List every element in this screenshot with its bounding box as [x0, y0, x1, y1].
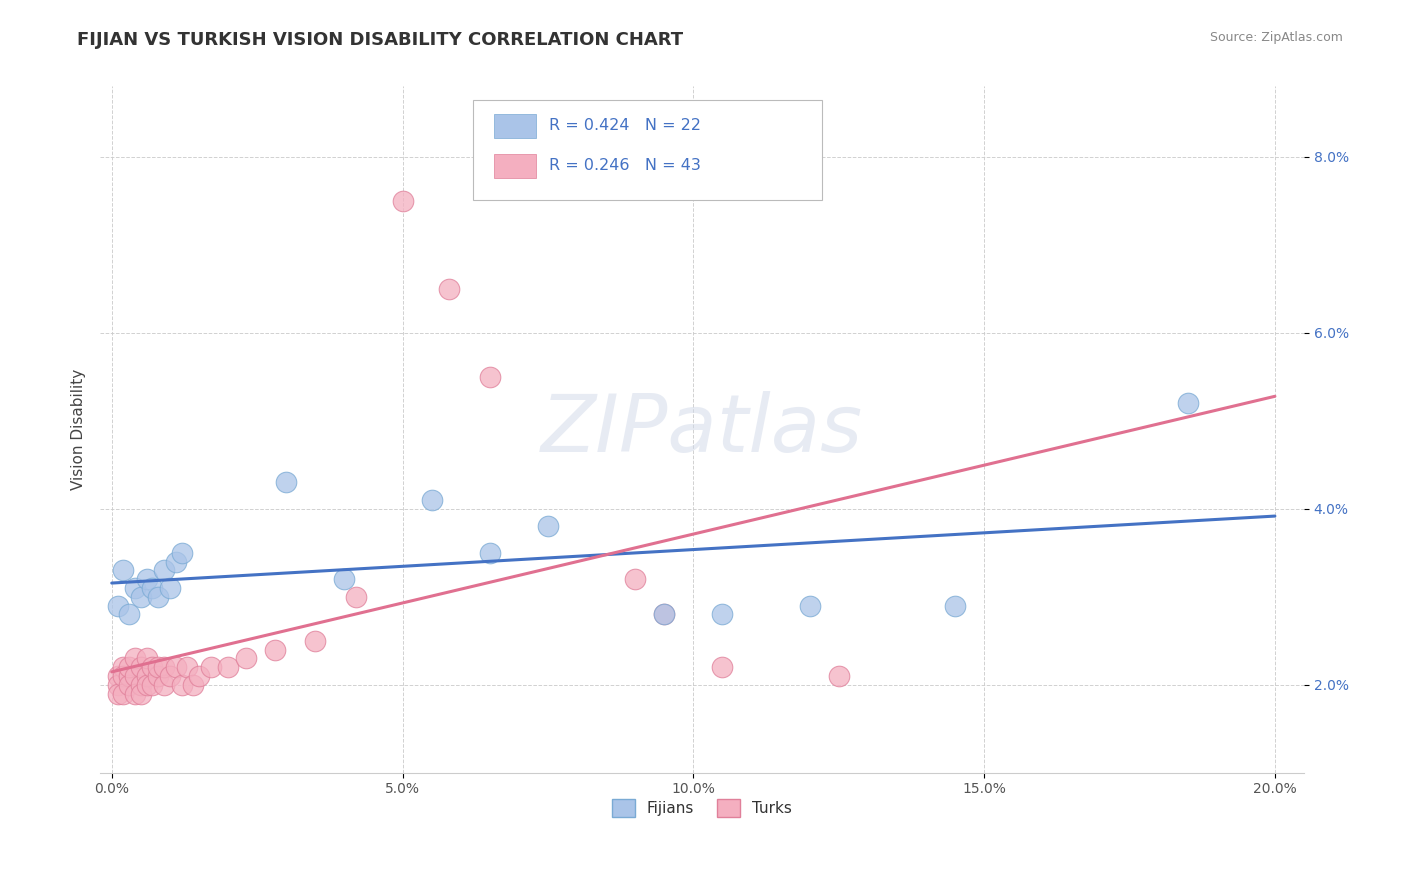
Point [124, 687, 146, 701]
Point [344, 590, 367, 604]
Point [148, 660, 170, 674]
Point [188, 669, 211, 683]
Point [235, 651, 257, 665]
Point [170, 678, 193, 692]
Text: FIJIAN VS TURKISH VISION DISABILITY CORRELATION CHART: FIJIAN VS TURKISH VISION DISABILITY CORR… [77, 31, 683, 49]
Point [159, 669, 181, 683]
Point [112, 687, 135, 701]
Point [159, 581, 181, 595]
Point [135, 572, 157, 586]
Point [112, 660, 135, 674]
Point [437, 282, 460, 296]
Text: R = 0.424   N = 22: R = 0.424 N = 22 [550, 118, 702, 133]
Point [129, 687, 152, 701]
Point [118, 660, 141, 674]
Point [148, 590, 170, 604]
FancyBboxPatch shape [474, 100, 823, 200]
Point [124, 669, 146, 683]
Text: R = 0.246   N = 43: R = 0.246 N = 43 [550, 158, 702, 173]
Point [129, 678, 152, 692]
Point [107, 599, 129, 613]
Point [141, 581, 163, 595]
Point [135, 651, 157, 665]
Point [135, 678, 157, 692]
FancyBboxPatch shape [494, 114, 536, 138]
Y-axis label: Vision Disability: Vision Disability [72, 369, 86, 491]
Point [304, 633, 326, 648]
Point [107, 678, 129, 692]
Text: Source: ZipAtlas.com: Source: ZipAtlas.com [1209, 31, 1343, 45]
Point [652, 607, 675, 622]
Point [799, 599, 821, 613]
Point [141, 678, 163, 692]
Point [652, 607, 675, 622]
Point [828, 669, 851, 683]
Text: ZIPatlas: ZIPatlas [541, 391, 863, 468]
Point [129, 660, 152, 674]
Point [263, 642, 285, 657]
Point [537, 519, 560, 533]
Point [624, 572, 647, 586]
Point [107, 687, 129, 701]
Point [170, 546, 193, 560]
Point [165, 555, 187, 569]
Point [153, 660, 176, 674]
Point [153, 678, 176, 692]
Point [141, 660, 163, 674]
Point [165, 660, 187, 674]
Point [943, 599, 966, 613]
Point [118, 678, 141, 692]
Point [391, 194, 413, 208]
Point [181, 678, 204, 692]
Point [153, 563, 176, 577]
Point [118, 669, 141, 683]
Point [711, 607, 734, 622]
Point [217, 660, 239, 674]
Point [478, 369, 501, 384]
Point [135, 669, 157, 683]
Point [200, 660, 222, 674]
Point [112, 669, 135, 683]
Point [112, 563, 135, 577]
Point [129, 590, 152, 604]
Point [333, 572, 356, 586]
FancyBboxPatch shape [494, 153, 536, 178]
Point [1177, 396, 1199, 410]
Point [148, 669, 170, 683]
Point [107, 669, 129, 683]
Point [420, 492, 443, 507]
Point [276, 475, 298, 490]
Point [124, 581, 146, 595]
Point [711, 660, 734, 674]
Point [478, 546, 501, 560]
Point [118, 607, 141, 622]
Point [124, 651, 146, 665]
Point [176, 660, 198, 674]
Legend: Fijians, Turks: Fijians, Turks [606, 793, 799, 823]
